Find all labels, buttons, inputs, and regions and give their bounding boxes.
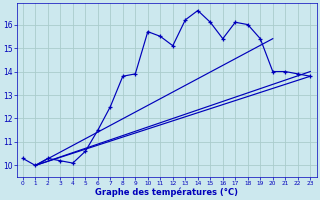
X-axis label: Graphe des températures (°C): Graphe des températures (°C) <box>95 187 238 197</box>
